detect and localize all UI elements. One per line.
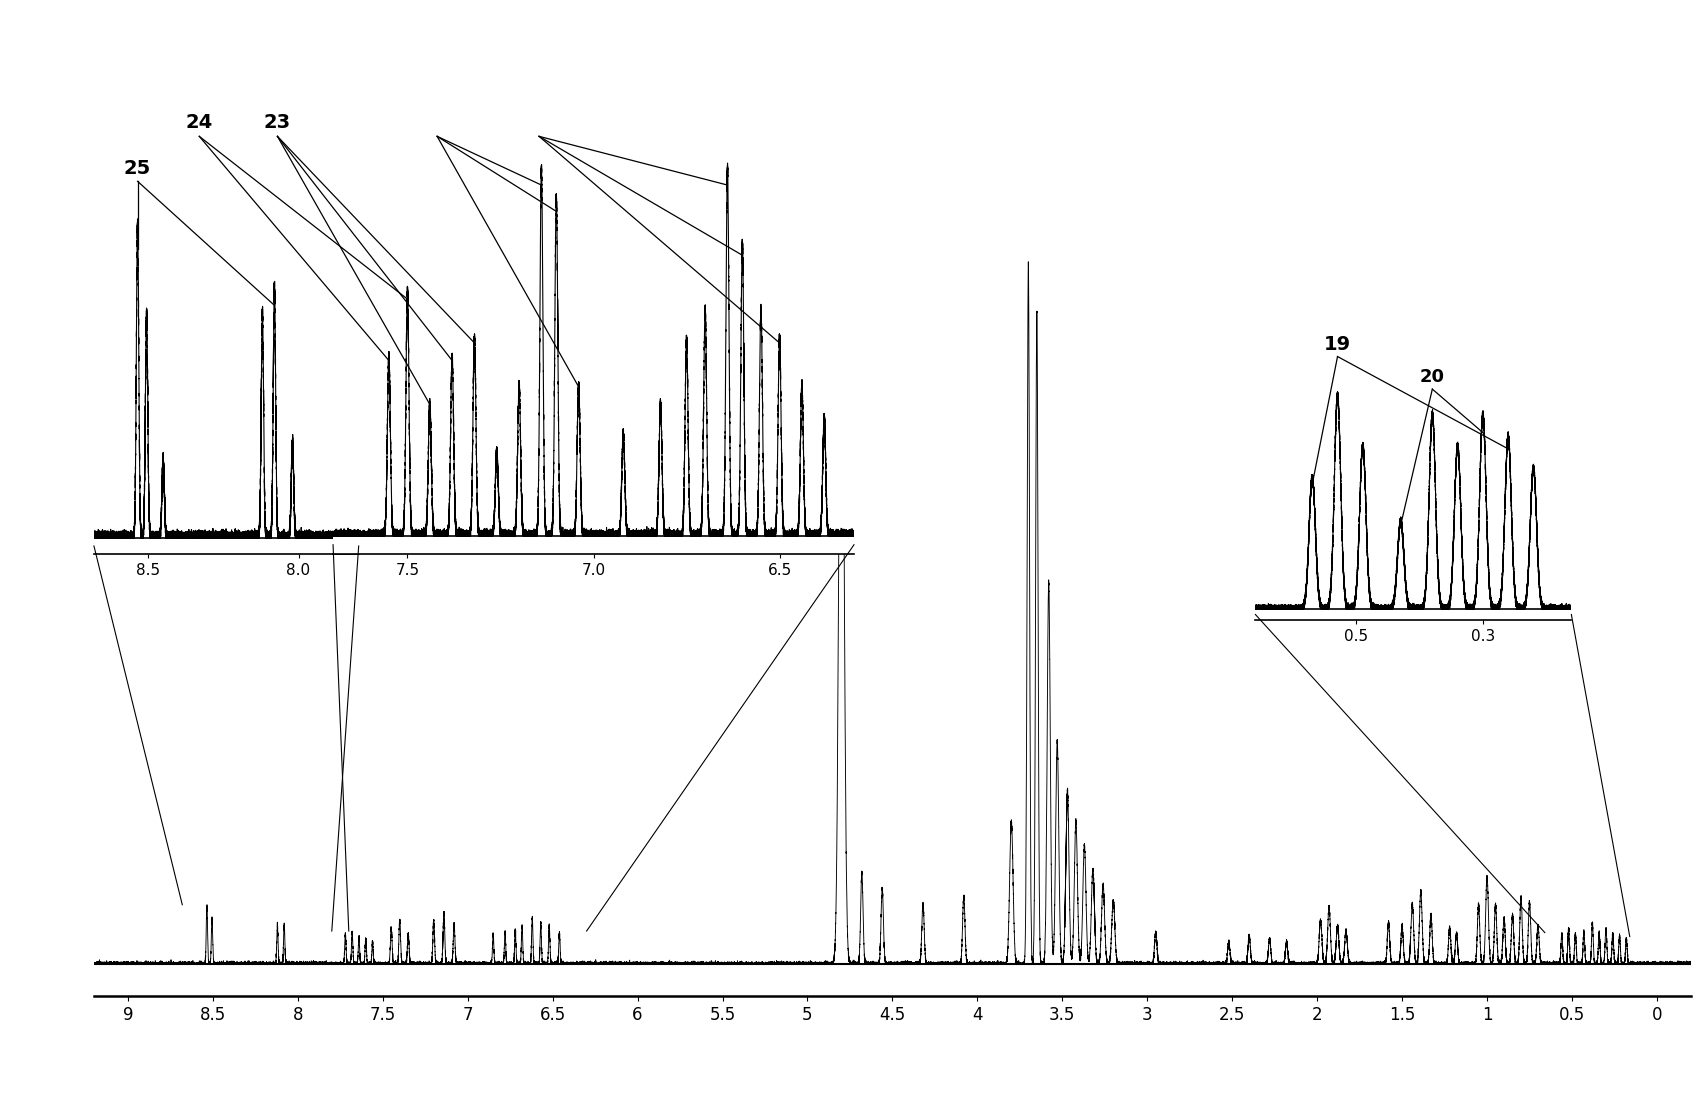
Text: 21: 21 [526,113,553,133]
Text: 25: 25 [125,158,152,177]
Text: 24: 24 [186,113,213,133]
Text: 19: 19 [1323,334,1350,354]
Text: 22: 22 [423,113,451,133]
Text: 20: 20 [1419,369,1444,386]
Text: 23: 23 [263,113,290,133]
